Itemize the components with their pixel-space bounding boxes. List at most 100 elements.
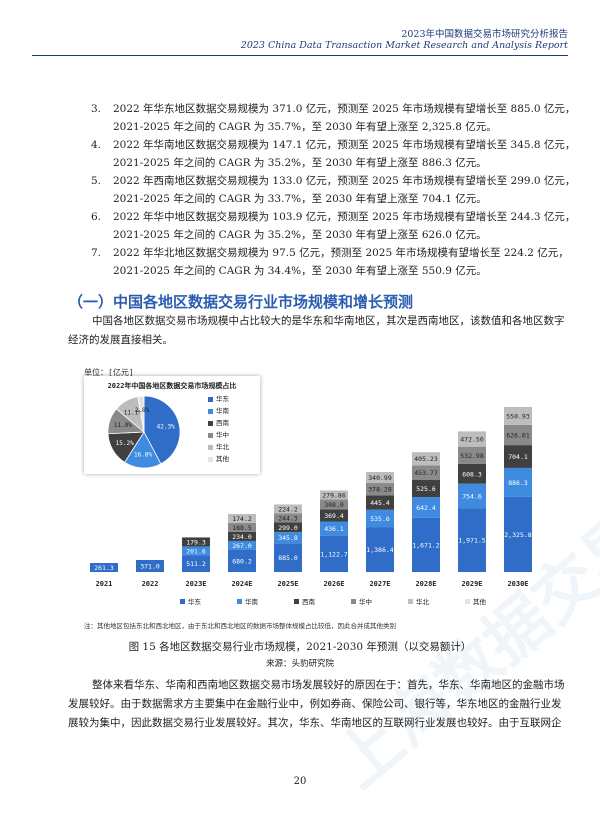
bar-value-label: 179.3 bbox=[186, 538, 206, 546]
bar-segment bbox=[274, 504, 302, 514]
body-line: 发展较好。由于数据需求方主要集中在金融行业中，例如券商、保险公司、银行等，华东地… bbox=[68, 698, 562, 710]
legend-label: 华南 bbox=[245, 597, 259, 606]
bar-value-label: 525.6 bbox=[416, 485, 436, 493]
bar-segment bbox=[412, 497, 440, 518]
pie-slice-label: 2.8% bbox=[135, 407, 150, 414]
bar-value-label: 244.3 bbox=[278, 514, 298, 522]
x-tick-label: 2030E bbox=[507, 580, 528, 588]
legend-label: 华东 bbox=[216, 395, 229, 403]
bar-value-label: 754.6 bbox=[462, 492, 482, 500]
pie-chart-panel: 2022年中国各地区数据交易市场规模占比 42.3% 16.8% 15.2% 11.9… bbox=[84, 376, 260, 474]
bar-segment bbox=[504, 424, 532, 446]
list-item-line: 2022 年华北地区数据交易规模为 97.5 亿元，预测至 2025 年市场规模… bbox=[113, 247, 569, 259]
list-item-line: 2021-2025 年之间的 CAGR 为 34.4%，至 2030 年有望上涨… bbox=[113, 265, 487, 277]
legend-label: 华中 bbox=[216, 431, 229, 439]
legend-label: 华中 bbox=[359, 597, 372, 606]
body-line: 整体来看华东、华南和西南地区数据交易市场发展较好的原因在于：首先，华东、华南地区… bbox=[92, 679, 565, 691]
list-item-line: 2021-2025 年之间的 CAGR 为 35.2%，至 2030 年有望上涨… bbox=[113, 229, 487, 241]
legend-label: 西南 bbox=[216, 419, 229, 427]
pie-chart: 42.3% 16.8%15.2% 11.9% 11.1%2.8% bbox=[107, 395, 181, 469]
bar-value-label: 371.0 bbox=[140, 562, 160, 570]
legend-swatch bbox=[465, 599, 470, 604]
bar-segment bbox=[412, 517, 440, 572]
legend-swatch bbox=[208, 444, 213, 450]
list-item-line: 2022 年华南地区数据交易规模为 147.1 亿元，预测至 2025 年市场规… bbox=[113, 139, 576, 151]
bar-value-label: 626.01 bbox=[506, 431, 530, 439]
bar-segment bbox=[458, 446, 486, 464]
bar-value-label: 345.8 bbox=[278, 534, 298, 542]
bar-segment bbox=[228, 549, 256, 572]
bar-value-label: 369.4 bbox=[324, 512, 344, 520]
bar-segment bbox=[274, 532, 302, 544]
header-title-en: 2023 China Data Transaction Market Resea… bbox=[240, 40, 568, 51]
bar-value-label: 299.0 bbox=[278, 524, 298, 532]
bar-value-label: 704.1 bbox=[508, 453, 528, 461]
bar-segment bbox=[182, 537, 210, 547]
bar-segment bbox=[504, 467, 532, 497]
list-item-line: 2022 年华中地区数据交易规模为 103.9 亿元，预测至 2025 年市场规… bbox=[113, 211, 576, 223]
pie-legend-item: 西南 bbox=[208, 417, 229, 427]
list-item-line: 2021-2025 年之间的 CAGR 为 35.7%，至 2030 年有望上涨… bbox=[113, 121, 497, 133]
header-rule bbox=[32, 55, 568, 56]
bar-value-label: 680.2 bbox=[232, 557, 252, 565]
list-item-number: 6. bbox=[91, 211, 102, 223]
bar-segment bbox=[320, 509, 348, 522]
pie-legend-item: 华东 bbox=[208, 393, 229, 403]
pie-legend-item: 华南 bbox=[208, 405, 229, 415]
bar-value-label: 445.4 bbox=[370, 499, 390, 507]
x-tick-label: 2026E bbox=[323, 580, 344, 588]
pie-slice-label: 15.2% bbox=[116, 440, 134, 447]
bar-segment bbox=[274, 522, 302, 533]
figure-source: 来源：头豹研究院 bbox=[265, 659, 334, 669]
pie-slice-label: 11.9% bbox=[114, 422, 132, 429]
bar-value-label: 174.2 bbox=[232, 515, 252, 523]
bar-value-label: 532.98 bbox=[460, 452, 484, 460]
legend-label: 华东 bbox=[188, 597, 202, 606]
list-item-line: 2021-2025 年之间的 CAGR 为 33.7%，至 2030 年有望上涨… bbox=[113, 193, 487, 205]
pie-chart-title: 2022年中国各地区数据交易市场规模占比 bbox=[107, 382, 237, 390]
legend-label: 华南 bbox=[216, 407, 229, 415]
bar-value-label: 261.3 bbox=[94, 564, 114, 572]
legend-label: 华北 bbox=[216, 443, 229, 451]
bar-value-label: 535.6 bbox=[370, 515, 390, 523]
legend-swatch bbox=[208, 456, 213, 462]
bar-value-label: 885.0 bbox=[278, 554, 298, 562]
bar-value-label: 886.3 bbox=[508, 479, 528, 487]
pie-slice-5 bbox=[137, 395, 145, 433]
bar-value-label: 267.0 bbox=[232, 542, 252, 550]
bar-value-label: 1,671.2 bbox=[412, 541, 439, 549]
bar-segment bbox=[136, 559, 164, 572]
bar-segment bbox=[412, 480, 440, 498]
list-item-number: 5. bbox=[91, 175, 102, 187]
legend-swatch bbox=[208, 420, 213, 426]
x-tick-label: 2028E bbox=[415, 580, 436, 588]
bar-segment bbox=[458, 483, 486, 509]
bar-value-label: 511.2 bbox=[186, 560, 206, 568]
x-tick-label: 2022 bbox=[142, 580, 159, 588]
x-tick-label: 2024E bbox=[231, 580, 252, 588]
bar-value-label: 2,325.8 bbox=[504, 531, 531, 539]
bar-value-label: 642.4 bbox=[416, 504, 436, 512]
bar-value-label: 1,386.4 bbox=[366, 546, 393, 554]
bar-segment bbox=[366, 471, 394, 484]
section-heading: （一）中国各地区数据交易行业市场规模和增长预测 bbox=[68, 293, 414, 311]
bar-segment bbox=[90, 563, 118, 572]
legend-swatch bbox=[408, 599, 413, 604]
bar-value-label: 188.5 bbox=[232, 524, 252, 532]
legend-label: 西南 bbox=[302, 597, 316, 606]
unit-label: 单位：[亿元] bbox=[84, 368, 134, 377]
bar-segment bbox=[228, 540, 256, 550]
legend-swatch bbox=[208, 396, 213, 402]
bar-segment bbox=[366, 495, 394, 510]
bar-value-label: 308.0 bbox=[324, 501, 344, 509]
pie-slice-label: 42.3% bbox=[157, 424, 175, 431]
bar-value-label: 1,971.5 bbox=[458, 537, 485, 545]
bar-value-label: 340.99 bbox=[368, 474, 392, 482]
bar-segment bbox=[366, 509, 394, 528]
legend-label: 华北 bbox=[416, 597, 430, 606]
pie-slice-label: 11.1% bbox=[124, 410, 142, 417]
bar-value-label: 608.3 bbox=[462, 470, 482, 478]
chart-note: 注：其他地区包括东北和西北地区，由于东北和西北地区的数据市场整体规模占比较低，因… bbox=[84, 622, 396, 630]
bar-segment bbox=[182, 555, 210, 572]
